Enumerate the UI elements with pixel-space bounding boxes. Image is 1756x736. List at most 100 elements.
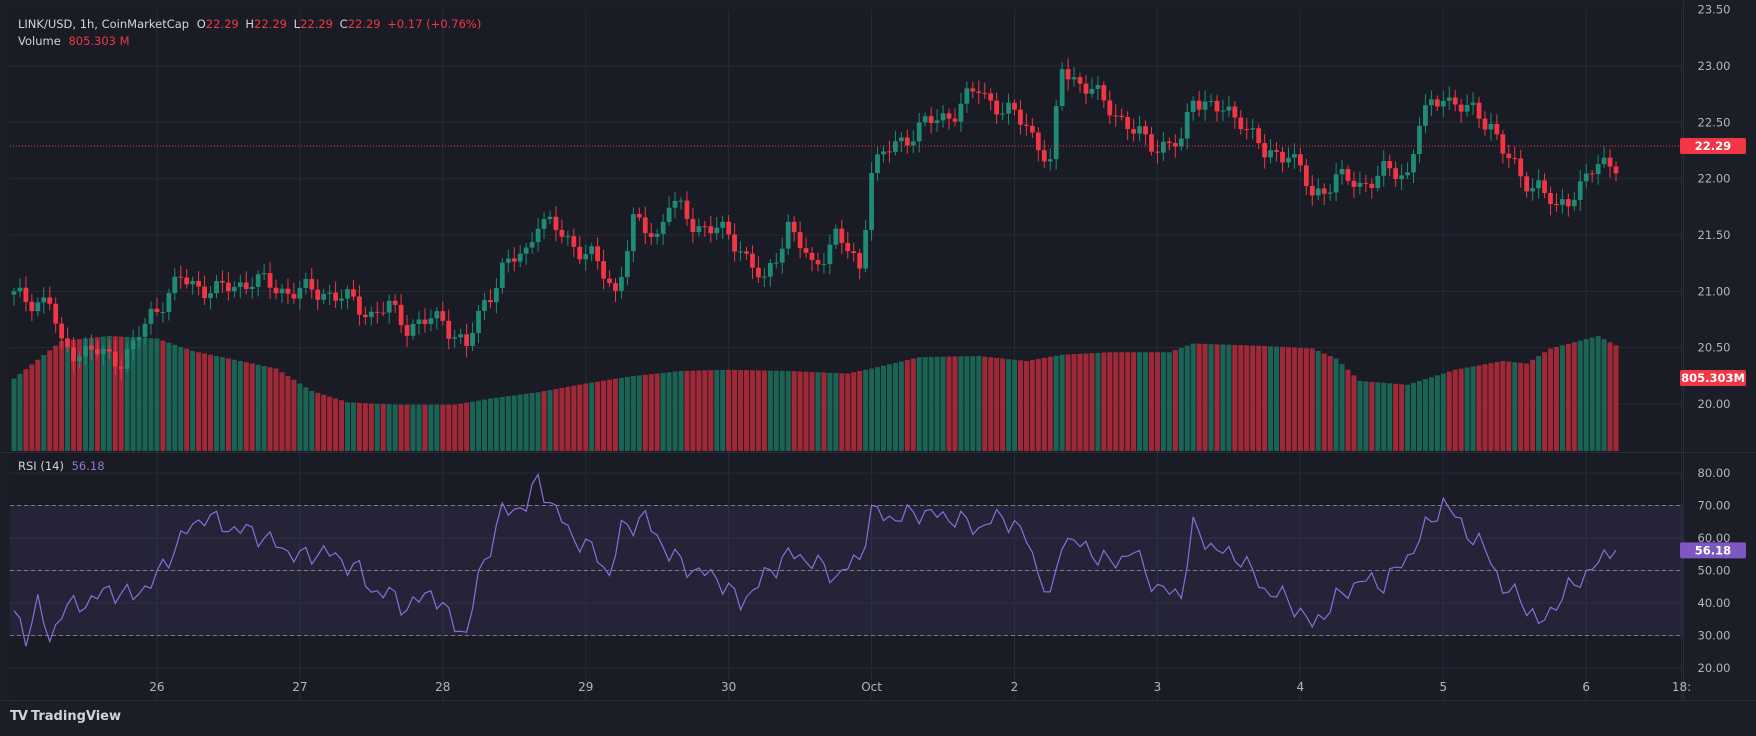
volume-label[interactable]: Volume (18, 34, 61, 48)
volume-bar (1506, 361, 1512, 451)
rsi-label[interactable]: RSI (14) (18, 459, 64, 473)
volume-bar (1059, 354, 1065, 451)
candle-body (1184, 111, 1190, 139)
high-label: H (245, 17, 255, 31)
candle-body (220, 281, 225, 283)
candle-body (89, 345, 94, 350)
candle-body (857, 253, 863, 269)
volume-bar (1464, 367, 1470, 451)
candle-body (172, 276, 178, 294)
volume-bar (404, 404, 410, 451)
volume-bar (1357, 381, 1363, 451)
candle-body (541, 219, 547, 229)
time-axis-label: Oct (861, 680, 882, 694)
candle-body (1196, 100, 1202, 110)
candle-body (982, 92, 988, 94)
volume-bar (213, 356, 219, 451)
volume-bar (577, 384, 583, 451)
volume-bar (916, 357, 922, 451)
candle-body (964, 88, 970, 104)
volume-bar (1595, 336, 1601, 451)
time-axis-label: 6 (1582, 680, 1590, 694)
price-axis-label: 22.50 (1698, 115, 1731, 129)
candle-body (458, 334, 464, 338)
volume-bar (857, 371, 863, 451)
candle-body (291, 293, 297, 299)
volume-bar (410, 404, 416, 451)
candle-body (1238, 117, 1244, 130)
volume-bar (303, 387, 309, 451)
volume-bar (1006, 359, 1012, 451)
candle-body (1476, 102, 1482, 119)
candle-body (255, 274, 261, 287)
price-axis-label: 23.50 (1698, 3, 1731, 17)
volume-bar (392, 404, 398, 451)
candle-body (1244, 129, 1250, 131)
volume-bar (714, 370, 720, 451)
volume-bar (327, 396, 333, 451)
volume-bar (1196, 343, 1202, 451)
volume-bar (726, 369, 732, 451)
candle-body (1006, 102, 1011, 114)
volume-bar (654, 373, 660, 451)
volume-bar (583, 383, 589, 451)
volume-bar (208, 354, 214, 451)
candle-body (386, 300, 392, 313)
candle-body (958, 103, 964, 122)
candle-body (1202, 101, 1208, 110)
candle-body (196, 280, 201, 287)
rsi-legend: RSI (14) 56.18 (18, 459, 105, 473)
candle-body (285, 288, 291, 294)
time-axis-label: 3 (1154, 680, 1162, 694)
candle-body (470, 332, 475, 347)
volume-bar (1613, 345, 1619, 451)
change-value: +0.17 (+0.76%) (387, 17, 482, 31)
volume-bar (547, 390, 553, 451)
volume-bar (315, 392, 321, 451)
volume-bar (618, 377, 624, 451)
volume-bar (642, 374, 648, 451)
candle-body (53, 303, 59, 324)
volume-bar (1416, 381, 1422, 451)
volume-bar (1214, 344, 1220, 451)
rsi-axis-label: 60.00 (1698, 531, 1731, 545)
volume-bar (1095, 352, 1101, 451)
volume-bar (1220, 344, 1226, 451)
volume-bar (1017, 360, 1023, 451)
volume-bar (1536, 356, 1542, 451)
candle-body (23, 287, 29, 302)
candle-body (1053, 106, 1059, 160)
volume-bar (1339, 364, 1345, 451)
volume-bar (738, 370, 744, 451)
candle-body (1220, 110, 1226, 112)
candle-body (1339, 169, 1345, 175)
candle-body (696, 226, 702, 233)
candle-body (202, 286, 207, 299)
volume-bar (493, 397, 499, 451)
candle-body (100, 348, 106, 355)
candle-body (916, 122, 922, 142)
volume-bar (1446, 371, 1452, 451)
volume-bar (154, 338, 160, 451)
volume-bar (1035, 358, 1041, 451)
candle-body (1589, 173, 1595, 175)
volume-legend: Volume 805.303 M (18, 34, 130, 48)
candle-body (1303, 165, 1309, 186)
candle-body (309, 278, 315, 290)
volume-bar (487, 398, 493, 451)
candle-body (547, 216, 553, 220)
volume-bar (1411, 382, 1417, 451)
volume-bar (803, 371, 809, 451)
candle-body (577, 246, 583, 260)
volume-bar (398, 404, 404, 451)
tradingview-brand[interactable]: TV TradingView (10, 709, 121, 724)
volume-bar (1524, 363, 1530, 451)
candle-body (1309, 185, 1315, 196)
candle-body (1107, 100, 1113, 116)
rsi-axis-label: 80.00 (1698, 466, 1731, 480)
symbol-label[interactable]: LINK/USD, 1h, CoinMarketCap (18, 17, 190, 31)
candle-body (1530, 188, 1536, 192)
volume-bar (452, 404, 458, 451)
